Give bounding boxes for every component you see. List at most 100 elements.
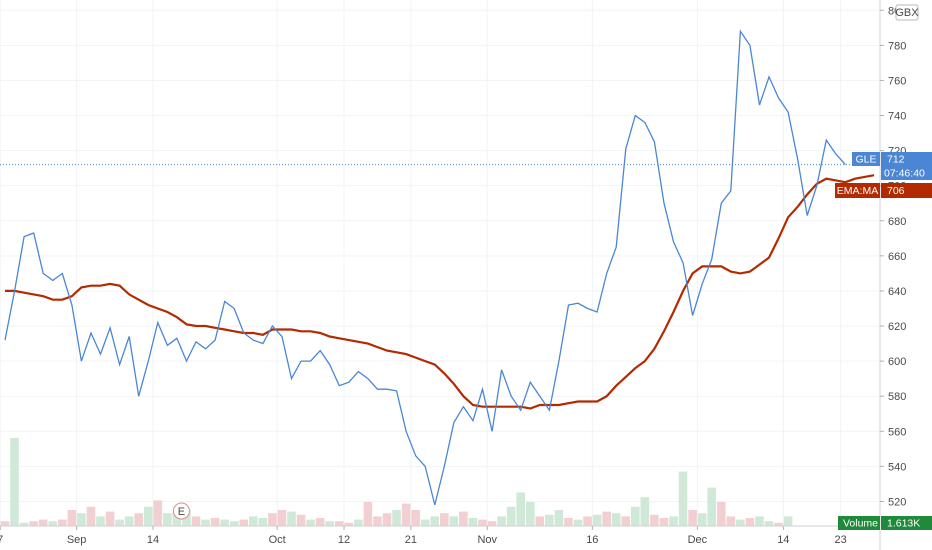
- volume-bar: [258, 518, 268, 526]
- volume-tag: Volume 1.613K: [838, 516, 932, 530]
- volume-bar: [363, 502, 373, 526]
- volume-bar: [611, 513, 621, 526]
- volume-bar: [716, 502, 726, 526]
- volume-bar: [325, 521, 334, 526]
- ema-series-name: EMA:MA: [837, 185, 878, 197]
- volume-bar: [640, 497, 650, 526]
- gle-series-name: GLE: [855, 154, 876, 166]
- volume-bar: [697, 513, 707, 526]
- y-tick-label: 580: [888, 391, 906, 403]
- volume-bar: [96, 516, 105, 526]
- volume-bar: [545, 514, 554, 526]
- volume-tag-value: 1.613K: [887, 518, 920, 530]
- y-tick-label: 540: [888, 461, 906, 473]
- volume-bar: [650, 514, 659, 526]
- volume-bar: [783, 516, 793, 526]
- volume-bar: [58, 519, 67, 526]
- volume-bar: [287, 511, 296, 526]
- time-axis[interactable]: 7 Sep 14 Oct 12 21 Nov 16 Dec 14 23: [0, 526, 847, 546]
- volume-bar: [249, 516, 258, 526]
- x-tick-label: 7: [0, 534, 3, 546]
- currency-badge: GBX: [895, 4, 919, 21]
- gle-tag: GLE 712 07:46:40: [852, 152, 932, 180]
- volume-bar: [239, 519, 249, 526]
- volume-bar: [774, 522, 783, 526]
- volume-bar: [153, 500, 163, 526]
- volume-bar: [86, 506, 96, 526]
- volume-bar: [506, 506, 516, 526]
- volume-bar: [573, 519, 583, 526]
- volume-bar: [268, 513, 277, 526]
- volume-bar: [755, 516, 764, 526]
- volume-bar: [411, 510, 420, 526]
- volume-bar: [77, 513, 86, 526]
- volume-bar: [182, 510, 191, 526]
- volume-bar: [315, 518, 325, 526]
- volume-bar: [201, 519, 210, 526]
- y-tick-label: 760: [888, 75, 906, 87]
- y-tick-label: 560: [888, 426, 906, 438]
- x-tick-label: 12: [338, 534, 350, 546]
- y-tick-label: 680: [888, 216, 906, 228]
- volume-bar: [373, 516, 382, 526]
- x-tick-label: 14: [777, 534, 789, 546]
- volume-bar: [134, 513, 143, 526]
- volume-bar: [659, 518, 669, 526]
- volume-bar: [48, 521, 58, 526]
- volume-bars: [0, 438, 793, 526]
- currency-label: GBX: [895, 7, 919, 19]
- volume-bar: [516, 492, 525, 526]
- volume-bar: [172, 511, 182, 526]
- volume-bar: [745, 518, 755, 526]
- series-tags: GLE 712 07:46:40 EMA:MA 706 Volume 1.613…: [835, 152, 932, 530]
- y-tick-label: 780: [888, 40, 906, 52]
- volume-bar: [631, 506, 640, 526]
- volume-bar: [401, 503, 411, 526]
- volume-bar: [19, 522, 29, 526]
- volume-bar: [229, 521, 239, 526]
- price-line: [4, 29, 846, 506]
- x-tick-label: 16: [586, 534, 598, 546]
- y-tick-label: 520: [888, 496, 906, 508]
- volume-bar: [143, 506, 153, 526]
- grid-lines: [0, 0, 880, 526]
- volume-bar: [525, 502, 535, 526]
- volume-bar: [669, 516, 678, 526]
- y-tick-label: 640: [888, 286, 906, 298]
- gle-last-value: 712: [887, 154, 905, 166]
- volume-bar: [210, 518, 220, 526]
- volume-bar: [726, 516, 736, 526]
- volume-bar: [29, 521, 38, 526]
- volume-bar: [105, 511, 115, 526]
- x-tick-label: 14: [147, 534, 159, 546]
- volume-bar: [478, 519, 487, 526]
- volume-bar: [487, 521, 497, 526]
- volume-bar: [191, 516, 201, 526]
- y-tick-label: 600: [888, 356, 906, 368]
- volume-bar: [440, 513, 449, 526]
- volume-bar: [296, 514, 306, 526]
- volume-tag-label: Volume: [843, 518, 878, 530]
- volume-bar: [334, 521, 344, 526]
- ema-last-value: 706: [887, 185, 905, 197]
- volume-bar: [306, 519, 315, 526]
- event-marker-label: E: [178, 506, 185, 518]
- x-tick-label: 23: [835, 534, 847, 546]
- volume-bar: [163, 513, 172, 526]
- volume-bar: [736, 519, 745, 526]
- x-tick-label: Nov: [477, 534, 497, 546]
- volume-bar: [115, 519, 124, 526]
- volume-bar: [688, 510, 697, 526]
- volume-bar: [420, 519, 430, 526]
- volume-bar: [124, 516, 134, 526]
- volume-bar: [449, 516, 459, 526]
- volume-bar: [430, 516, 440, 526]
- volume-bar: [344, 522, 354, 526]
- volume-bar: [10, 438, 19, 526]
- earnings-event-marker[interactable]: E: [172, 502, 190, 520]
- volume-bar: [583, 516, 592, 526]
- volume-bar: [220, 519, 229, 526]
- volume-bar: [0, 521, 10, 526]
